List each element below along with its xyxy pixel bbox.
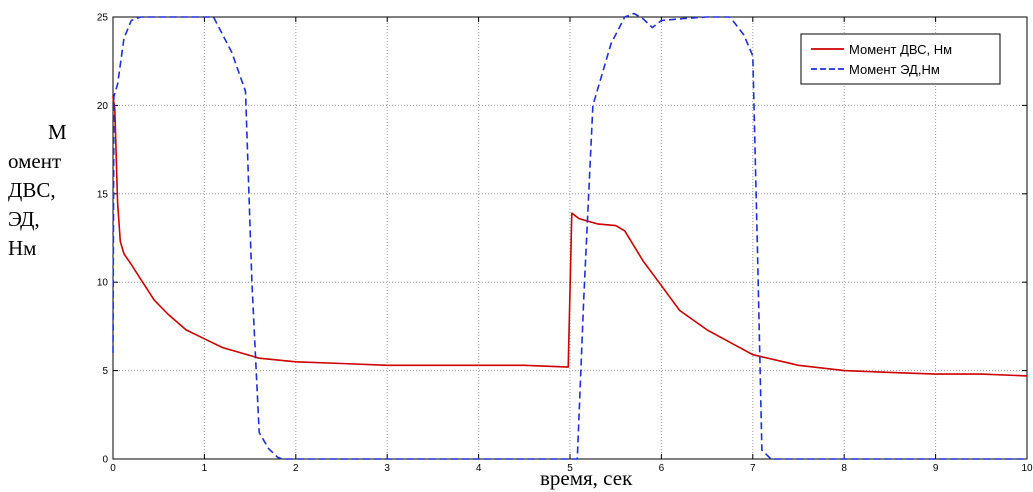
y-axis-label-line: ЭД, bbox=[8, 207, 40, 231]
legend-box bbox=[800, 33, 1001, 85]
y-tick-label: 10 bbox=[97, 278, 109, 289]
y-axis-label-line: М bbox=[48, 120, 67, 144]
x-tick-label: 3 bbox=[384, 463, 390, 474]
x-axis-label: время, сек bbox=[540, 466, 633, 490]
x-tick-label: 5 bbox=[567, 463, 573, 474]
y-tick-label: 25 bbox=[97, 13, 109, 24]
y-tick-label: 20 bbox=[97, 101, 109, 112]
x-tick-label: 9 bbox=[933, 463, 939, 474]
y-axis-label-line: Нм bbox=[8, 236, 37, 260]
x-tick-label: 6 bbox=[659, 463, 665, 474]
x-tick-label: 10 bbox=[1021, 463, 1033, 474]
series-line-1 bbox=[112, 96, 1028, 377]
x-tick-label: 0 bbox=[110, 463, 116, 474]
x-tick-label: 4 bbox=[476, 463, 482, 474]
y-tick-label: 15 bbox=[97, 189, 109, 200]
y-tick-label: 0 bbox=[102, 455, 108, 466]
x-tick-label: 1 bbox=[202, 463, 208, 474]
y-axis-label-line: омент bbox=[8, 149, 62, 173]
y-tick-label: 5 bbox=[102, 366, 108, 377]
x-tick-label: 2 bbox=[293, 463, 299, 474]
series-line-2 bbox=[112, 12, 1027, 460]
x-tick-label: 8 bbox=[841, 463, 847, 474]
legend-label: Момент ДВС, Нм bbox=[849, 42, 952, 57]
x-tick-label: 7 bbox=[750, 463, 756, 474]
legend-label: Момент ЭД,Нм bbox=[849, 62, 940, 77]
y-axis-label-line: ДВС, bbox=[8, 178, 56, 202]
